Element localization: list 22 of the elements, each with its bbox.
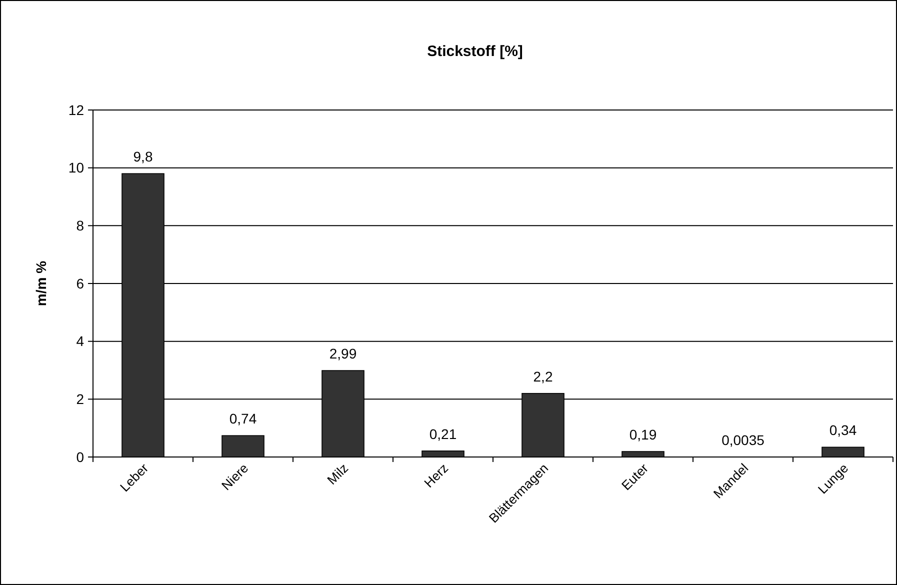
y-tick-label: 12	[68, 102, 84, 118]
data-label: 0,0035	[722, 432, 765, 448]
y-tick-label: 8	[76, 218, 84, 234]
y-tick-label: 0	[76, 448, 84, 465]
y-tick-label: 6	[76, 275, 84, 292]
data-label: 9,8	[133, 148, 153, 165]
bar	[422, 450, 464, 458]
data-label: 0,74	[229, 410, 257, 427]
data-label: 2,2	[533, 368, 553, 384]
y-tick-label: 4	[76, 333, 84, 350]
bar	[822, 446, 864, 458]
x-tick-label: Milz	[324, 460, 352, 488]
chart-title: Stickstoff [%]	[427, 43, 523, 60]
data-label: 0,19	[629, 426, 657, 443]
y-axis-title: m/m %	[33, 260, 49, 306]
data-label: 0,34	[829, 422, 857, 438]
data-label: 0,21	[429, 426, 457, 442]
bar	[222, 435, 264, 458]
y-tick-label: 2	[76, 391, 84, 408]
data-label: 2,99	[329, 346, 357, 362]
y-tick-label: 10	[68, 160, 84, 176]
bar	[622, 451, 664, 458]
